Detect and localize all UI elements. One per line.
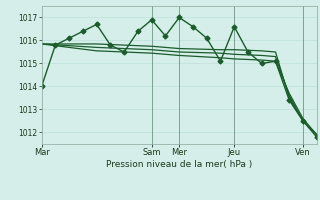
X-axis label: Pression niveau de la mer( hPa ): Pression niveau de la mer( hPa ): [106, 160, 252, 169]
